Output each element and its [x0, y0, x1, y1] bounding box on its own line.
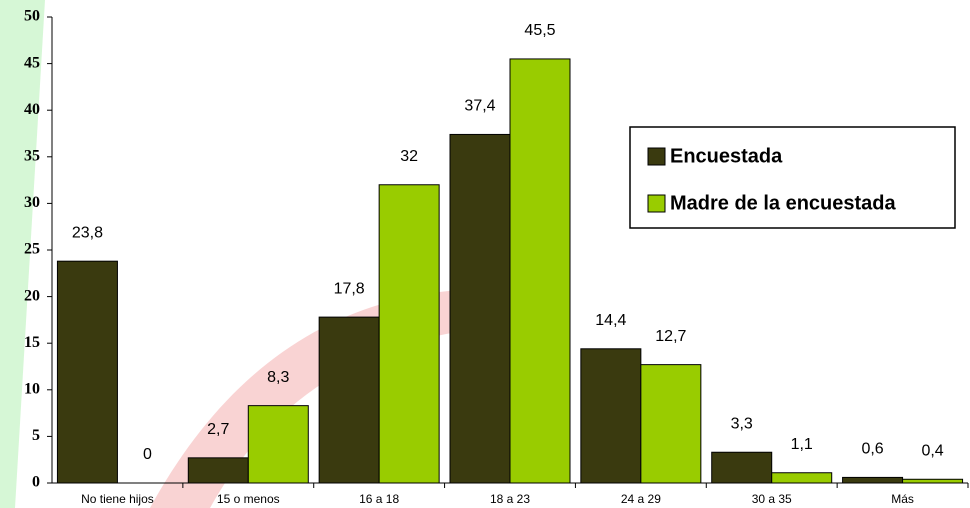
bar — [711, 451, 773, 484]
y-tick-label: 5 — [32, 427, 40, 444]
y-tick-label: 10 — [24, 380, 40, 397]
bar — [449, 133, 511, 484]
bar — [640, 364, 702, 484]
value-label: 1,1 — [791, 436, 813, 453]
value-label: 8,3 — [267, 369, 289, 386]
y-tick-label: 20 — [24, 287, 40, 304]
y-tick-label: 30 — [24, 194, 40, 211]
bar — [247, 405, 309, 484]
bar — [378, 184, 440, 484]
value-label: 37,4 — [464, 98, 495, 115]
y-tick-label: 35 — [24, 147, 40, 164]
legend-box — [629, 126, 956, 229]
x-tick-label: Más — [891, 492, 914, 506]
value-label: 14,4 — [595, 312, 626, 329]
x-tick-label: 15 o menos — [217, 492, 280, 506]
x-tick-label: 18 a 23 — [490, 492, 530, 506]
legend-swatch — [647, 194, 666, 213]
bar — [187, 457, 249, 484]
value-label: 23,8 — [72, 224, 103, 241]
value-label: 2,7 — [207, 421, 229, 438]
bar — [902, 478, 964, 484]
value-label: 32 — [400, 148, 418, 165]
bar — [56, 260, 118, 484]
y-tick-label: 25 — [24, 241, 40, 258]
value-label: 17,8 — [334, 280, 365, 297]
x-tick-label: 30 a 35 — [752, 492, 792, 506]
value-label: 0,6 — [861, 441, 883, 458]
x-tick-label: 24 a 29 — [621, 492, 661, 506]
legend-swatch — [647, 147, 666, 166]
bar — [842, 476, 904, 484]
bar — [318, 316, 380, 484]
background-stripe — [0, 0, 45, 508]
x-tick-label: No tiene hijos — [81, 492, 154, 506]
y-tick-label: 45 — [24, 54, 40, 71]
legend-label: Madre de la encuestada — [670, 192, 897, 214]
legend-label: Encuestada — [670, 145, 783, 167]
bar — [580, 348, 642, 484]
y-tick-label: 50 — [24, 8, 40, 25]
value-label: 0,4 — [921, 442, 943, 459]
y-tick-label: 40 — [24, 101, 40, 118]
bar — [509, 58, 571, 484]
value-label: 0 — [143, 446, 152, 463]
value-label: 12,7 — [655, 328, 686, 345]
y-tick-label: 15 — [24, 334, 40, 351]
value-label: 45,5 — [524, 22, 555, 39]
value-label: 3,3 — [731, 415, 753, 432]
y-tick-label: 0 — [32, 474, 40, 491]
x-tick-label: 16 a 18 — [359, 492, 399, 506]
bar — [771, 472, 833, 484]
